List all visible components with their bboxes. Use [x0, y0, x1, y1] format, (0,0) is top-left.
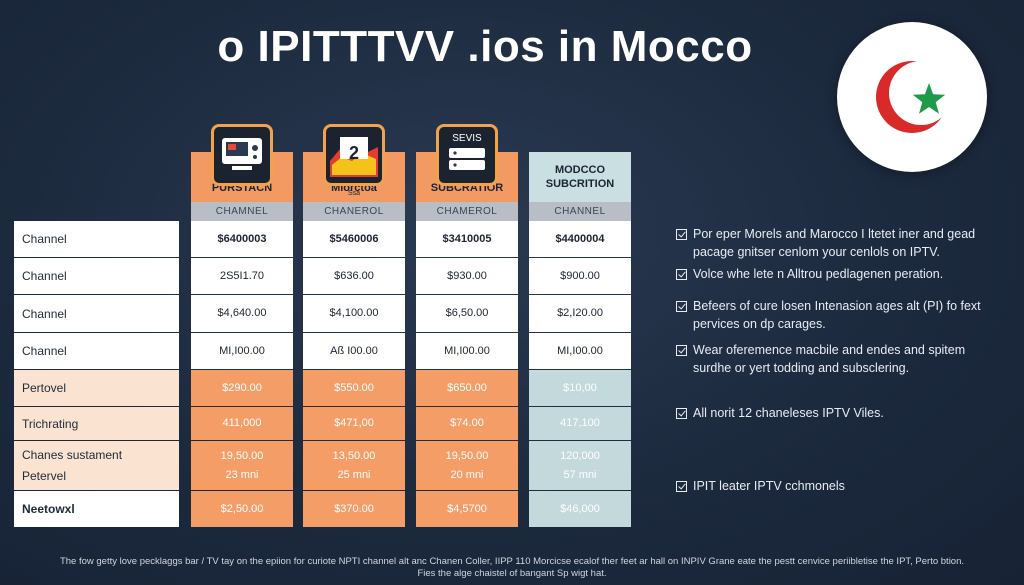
- price-cell-line: 19,50.00: [445, 449, 489, 462]
- price-cell: 19,50.00 23 mni: [191, 441, 293, 490]
- plan-column: Mlorctoa CHANEROL $5460006 $636.00 $4,100.00…: [303, 152, 405, 527]
- price-cell: $471,00: [303, 407, 405, 440]
- price-cell: MI,I00.00: [529, 333, 631, 369]
- checkbox-icon: [676, 481, 687, 492]
- price-cell: $46,000: [529, 491, 631, 527]
- price-cell: $10,00: [529, 370, 631, 406]
- price-cell-line: 23 mni: [225, 468, 259, 481]
- price-cell: $74.00: [416, 407, 518, 440]
- price-cell: $2,50.00: [191, 491, 293, 527]
- price-cell-line: 57 mni: [563, 468, 597, 481]
- footer-line-2: Fies the alge chaistel of bangant Sp wig…: [417, 567, 607, 579]
- price-cell: 417,100: [529, 407, 631, 440]
- price-cell: 411,000: [191, 407, 293, 440]
- price-cell: $4,100.00: [303, 295, 405, 332]
- feature-note-text: Befeers of cure losen Intenasion ages al…: [693, 299, 981, 331]
- price-cell: 19,50.00 20 mni: [416, 441, 518, 490]
- price-cell: $5460006: [303, 221, 405, 257]
- price-cell-line: 25 mni: [337, 468, 371, 481]
- tv-monitor-icon: [211, 124, 273, 186]
- price-cell: MI,I00.00: [416, 333, 518, 369]
- icon-caption: 2: [348, 143, 359, 163]
- feature-note-text: IPIT leater IPTV cchmonels: [693, 479, 845, 493]
- plan-category-band: CHANNEL: [529, 202, 631, 221]
- price-cell: $636.00: [303, 258, 405, 294]
- feature-note-text: All norit 12 chaneleses IPTV Viles.: [693, 406, 884, 420]
- price-cell: $650.00: [416, 370, 518, 406]
- row-label-line: Petervel: [22, 468, 67, 483]
- feature-note-text: Volce whe lete n Alltrou pedlagenen pera…: [693, 267, 944, 281]
- price-cell: $290.00: [191, 370, 293, 406]
- row-label: Channel: [14, 295, 179, 332]
- price-cell: 2S5I1.70: [191, 258, 293, 294]
- feature-note: All norit 12 chaneleses IPTV Viles.: [676, 405, 1006, 423]
- price-cell: $6400003: [191, 221, 293, 257]
- price-cell: 120,000 57 mni: [529, 441, 631, 490]
- price-cell-line: 120,000: [560, 449, 600, 462]
- feature-note: Wear oferemence macbile and endes and sp…: [676, 342, 1006, 377]
- checkbox-icon: [676, 229, 687, 240]
- plan-category-band: CHAMNEL: [191, 202, 293, 221]
- morocco-flag-badge: [837, 22, 987, 172]
- price-cell-line: 20 mni: [450, 468, 484, 481]
- price-cell: 13,50.00 25 mni: [303, 441, 405, 490]
- price-cell: $6,50.00: [416, 295, 518, 332]
- morocco-crescent-star-icon: [876, 61, 953, 133]
- checkbox-icon: [676, 269, 687, 280]
- row-label: Pertovel: [14, 370, 179, 406]
- plan-title-sub: Ssa: [347, 190, 361, 197]
- feature-note: IPIT leater IPTV cchmonels: [676, 478, 1006, 496]
- footer-text: The fow getty love pecklaggs bar / TV ta…: [0, 556, 1024, 580]
- plan-category-band: CHANEROL: [303, 202, 405, 221]
- row-label: Channel: [14, 258, 179, 294]
- plan-column: PURSTACN CHAMNEL $6400003 2S5I1.70 $4,640.00…: [191, 152, 293, 527]
- feature-note: Befeers of cure losen Intenasion ages al…: [676, 298, 1006, 333]
- plan-column: SUBCRATIOR CHAMEROL $3410005 $930.00 $6,50.0…: [416, 152, 518, 527]
- row-label: Channel: [14, 333, 179, 369]
- row-label: Trichrating: [14, 407, 179, 440]
- price-cell: $4400004: [529, 221, 631, 257]
- feature-note: Por eper Morels and Marocco I ltetet ine…: [676, 226, 1006, 261]
- feature-note-text: Wear oferemence macbile and endes and sp…: [693, 343, 966, 375]
- plan-column: MODCCO SUBCRITION CHANNEL $4400004 $900.00 $…: [529, 152, 631, 527]
- price-cell: $550.00: [303, 370, 405, 406]
- row-label: Channel: [14, 221, 179, 257]
- price-cell: $370.00: [303, 491, 405, 527]
- page-title: o IPITTTVV .ios in Mocco: [217, 22, 753, 71]
- feature-note: Volce whe lete n Alltrou pedlagenen pera…: [676, 266, 1006, 284]
- plan-title: MODCCO SUBCRITION: [529, 152, 631, 202]
- row-label-line: Chanes sustament: [22, 448, 123, 463]
- row-label: Chanes sustament Petervel: [14, 441, 179, 490]
- footer-line-1: The fow getty love pecklaggs bar / TV ta…: [59, 556, 965, 567]
- price-cell: $930.00: [416, 258, 518, 294]
- price-cell: $4,640.00: [191, 295, 293, 332]
- row-label: Neetowxl: [14, 491, 179, 527]
- icon-caption: SEVIS: [452, 133, 482, 144]
- checkbox-icon: [676, 301, 687, 312]
- price-cell-line: 13,50.00: [332, 449, 376, 462]
- price-cell: Aß I00.00: [303, 333, 405, 369]
- price-cell: MI,I00.00: [191, 333, 293, 369]
- checkbox-icon: [676, 408, 687, 419]
- price-cell-line: 19,50.00: [220, 449, 264, 462]
- server-device-icon: SEVIS: [436, 124, 498, 186]
- checkbox-icon: [676, 345, 687, 356]
- price-cell: $2,I20.00: [529, 295, 631, 332]
- price-cell: $3410005: [416, 221, 518, 257]
- morocco-map-icon: 2: [323, 124, 385, 186]
- price-cell: $900.00: [529, 258, 631, 294]
- plan-category-band: CHAMEROL: [416, 202, 518, 221]
- price-cell: $4,5700: [416, 491, 518, 527]
- feature-note-text: Por eper Morels and Marocco I ltetet ine…: [693, 227, 976, 259]
